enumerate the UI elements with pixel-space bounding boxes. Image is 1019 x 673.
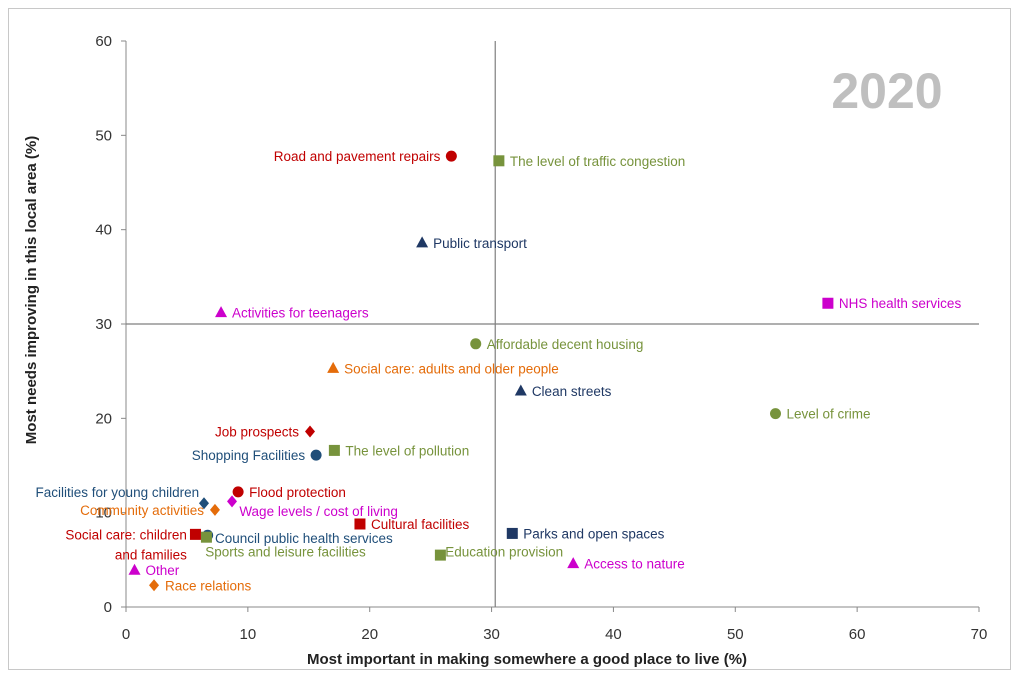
x-axis-title: Most important in making somewhere a goo… [307,651,747,668]
point-label: Sports and leisure facilities [205,544,366,559]
point-marker [327,361,340,373]
point-label: Council public health services [215,531,393,546]
point-marker [354,518,366,530]
x-tick-label: 20 [361,626,378,643]
x-tick-label: 50 [727,626,744,643]
point-marker [189,528,201,540]
point-label: The level of traffic congestion [510,154,685,169]
point-label: NHS health services [839,296,962,311]
point-marker [215,306,228,318]
point-marker [470,338,482,350]
x-tick-label: 40 [605,626,622,643]
axes [125,41,979,608]
point-label: Road and pavement repairs [274,149,441,164]
point-label: Wage levels / cost of living [239,504,398,519]
point-marker [445,150,457,162]
y-axis-title: Most needs improving in this local area … [23,136,40,444]
point-marker [200,531,212,543]
chart-frame [8,8,1011,670]
year-annotation: 2020 [831,63,942,119]
point-label: Access to nature [584,557,685,572]
y-tick-label: 10 [95,505,112,522]
point-label: Job prospects [215,425,299,440]
point-labels: Road and pavement repairs The level of tr… [36,149,962,593]
point-label: Social care: children and families [65,527,187,562]
y-tick-label: 40 [95,222,112,239]
point-marker [328,444,340,456]
point-marker [822,297,834,309]
y-tick-label: 0 [104,599,112,616]
point-marker [128,563,141,575]
x-tick-label: 60 [849,626,866,643]
point-label: Race relations [165,578,252,593]
x-tick-labels: 0 10 20 30 40 50 60 70 [122,607,988,643]
point-marker [209,503,220,516]
point-marker [227,495,238,508]
point-label: Facilities for young children [36,485,200,500]
point-label: Education provision [445,544,563,559]
point-marker [769,408,781,420]
x-tick-label: 0 [122,626,130,643]
point-marker [514,384,527,396]
point-label: Public transport [433,236,527,251]
point-marker [198,497,209,510]
x-tick-label: 10 [240,626,257,643]
point-marker [149,579,160,592]
point-label: The level of pollution [345,443,469,458]
x-tick-label: 30 [483,626,500,643]
y-tick-labels: 0 10 20 30 40 50 60 [95,33,126,616]
data-points [128,150,834,592]
point-label: Cultural facilities [371,517,470,532]
point-marker [310,449,322,461]
x-tick-label: 70 [971,626,988,643]
y-tick-label: 30 [95,316,112,333]
point-label: Social care: adults and older people [344,361,559,376]
point-marker [305,425,316,438]
point-marker [434,549,446,561]
point-marker [506,527,518,539]
point-label: Other [145,563,179,578]
point-label: Flood protection [249,485,346,500]
point-label: Parks and open spaces [523,526,664,541]
point-marker [232,486,244,498]
point-label: Shopping Facilities [192,448,306,463]
y-tick-label: 50 [95,127,112,144]
y-tick-label: 20 [95,410,112,427]
point-marker [493,155,505,167]
y-tick-label: 60 [95,33,112,50]
point-label: Affordable decent housing [487,337,644,352]
point-label: Activities for teenagers [232,306,369,321]
point-label: Level of crime [786,407,870,422]
point-label: Clean streets [532,384,612,399]
point-marker [567,557,580,569]
point-label: Community activities [80,503,204,518]
point-marker [416,236,429,248]
